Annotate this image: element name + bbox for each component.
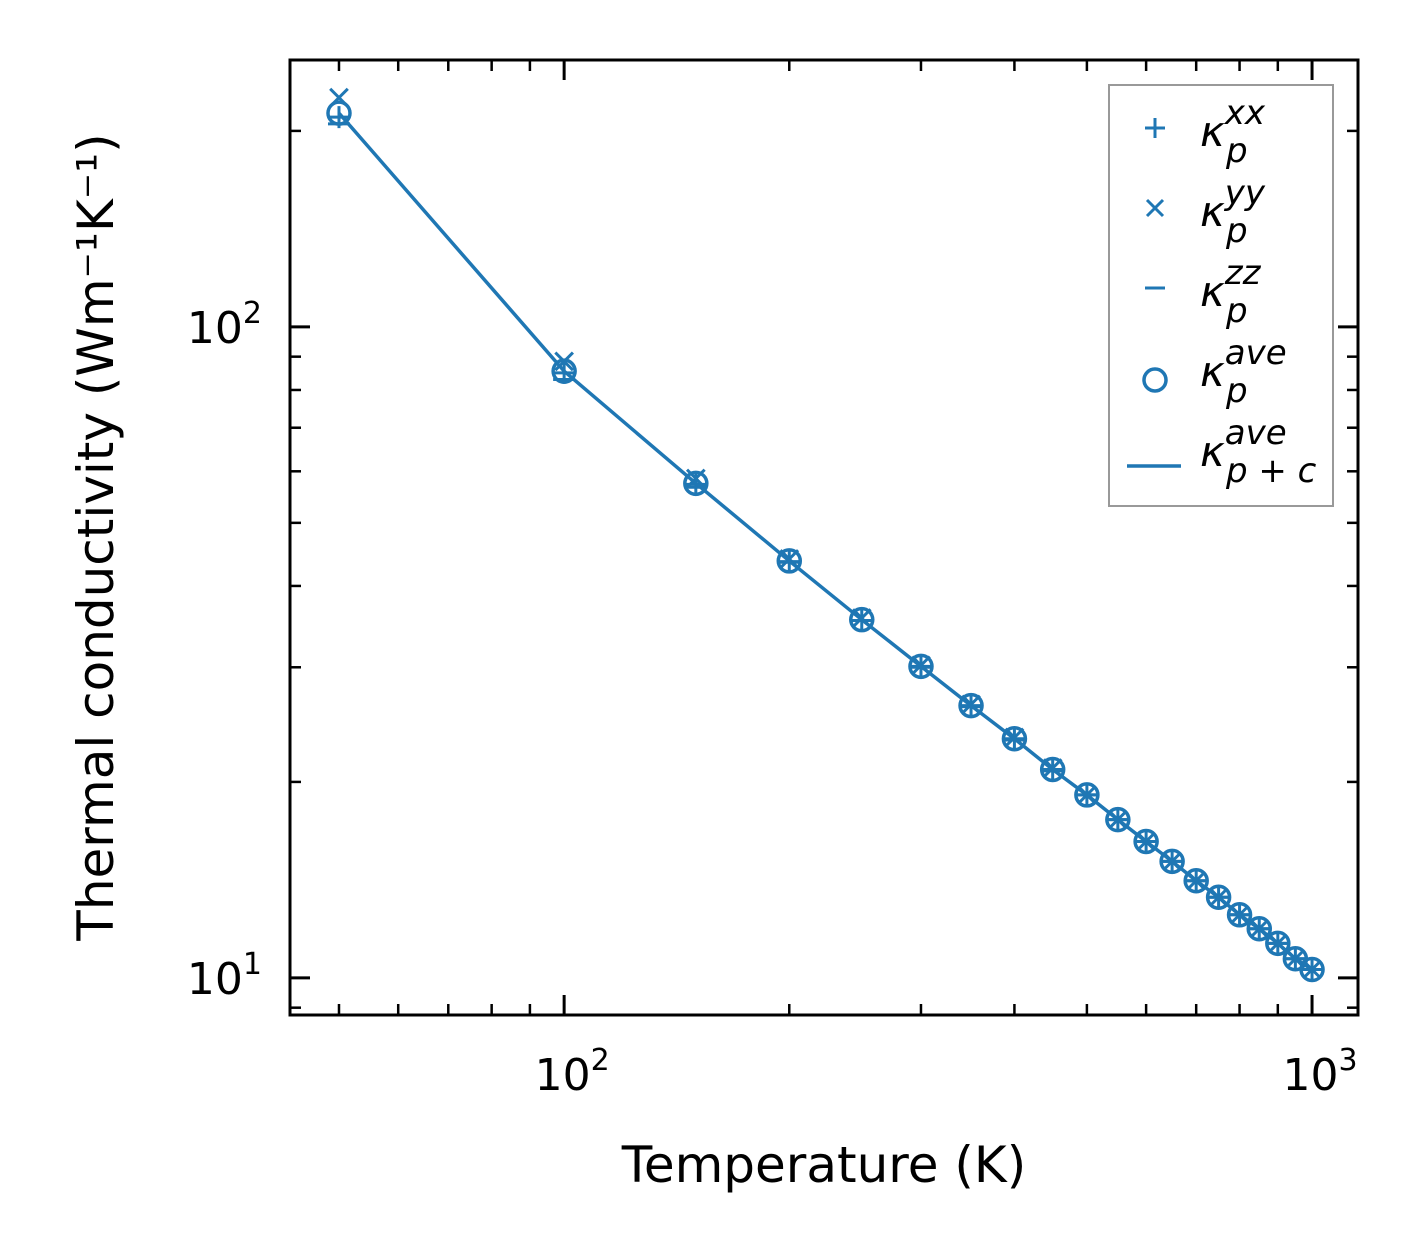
x-tick-label: 102 bbox=[535, 1043, 610, 1101]
legend-label: κyy p bbox=[1200, 173, 1266, 251]
series-line bbox=[337, 111, 1313, 972]
y-tick-label: 102 bbox=[187, 296, 262, 354]
y-axis-label: Thermal conductivity (Wm⁻¹K⁻¹) bbox=[67, 133, 125, 941]
x-axis-label: Temperature (K) bbox=[621, 1136, 1026, 1194]
circle-marker bbox=[326, 100, 352, 126]
circle-marker bbox=[1001, 725, 1028, 752]
plot-area bbox=[326, 87, 1325, 983]
circle-marker bbox=[1226, 902, 1253, 928]
circle-marker bbox=[1183, 867, 1209, 894]
legend-label: κave p bbox=[1200, 333, 1287, 411]
plus-marker bbox=[1145, 118, 1165, 138]
circle-marker bbox=[958, 692, 984, 719]
circle-marker bbox=[683, 470, 709, 497]
legend-entry: κyy p bbox=[1145, 173, 1266, 251]
legend-entry: κave p bbox=[1142, 333, 1287, 411]
legend-label: κzz p bbox=[1200, 253, 1262, 331]
series-line bbox=[337, 111, 1313, 972]
circle-marker bbox=[1205, 884, 1232, 911]
legend-label: κave p + c bbox=[1200, 413, 1317, 491]
tick-labels: 102 103 101 102 bbox=[187, 296, 1358, 1101]
circle-marker bbox=[776, 548, 803, 574]
x-marker bbox=[1145, 198, 1165, 218]
circle-marker bbox=[1039, 756, 1066, 783]
circle-marker bbox=[1133, 828, 1159, 855]
plot-frame bbox=[288, 58, 1360, 1017]
x-tick-label: 103 bbox=[1282, 1043, 1357, 1101]
circle-marker bbox=[1265, 930, 1291, 957]
legend-entry: κxx p bbox=[1145, 93, 1266, 171]
circle-marker bbox=[1105, 806, 1131, 833]
circle-marker bbox=[1074, 782, 1100, 808]
series-circle bbox=[326, 100, 1325, 983]
ticks bbox=[290, 60, 1358, 1015]
legend-entry: κzz p bbox=[1145, 253, 1262, 331]
circle-marker bbox=[1246, 915, 1273, 942]
circle-marker bbox=[849, 606, 875, 633]
legend-label: κxx p bbox=[1200, 93, 1266, 171]
circle-marker bbox=[1142, 367, 1168, 393]
circle-marker bbox=[551, 358, 577, 384]
legend-entry: κave p + c bbox=[1127, 413, 1317, 491]
circle-marker bbox=[1159, 848, 1185, 875]
y-tick-label: 101 bbox=[187, 947, 262, 1005]
circle-marker bbox=[908, 653, 934, 680]
circle-marker bbox=[1299, 956, 1325, 983]
legend-frame bbox=[1108, 84, 1334, 507]
